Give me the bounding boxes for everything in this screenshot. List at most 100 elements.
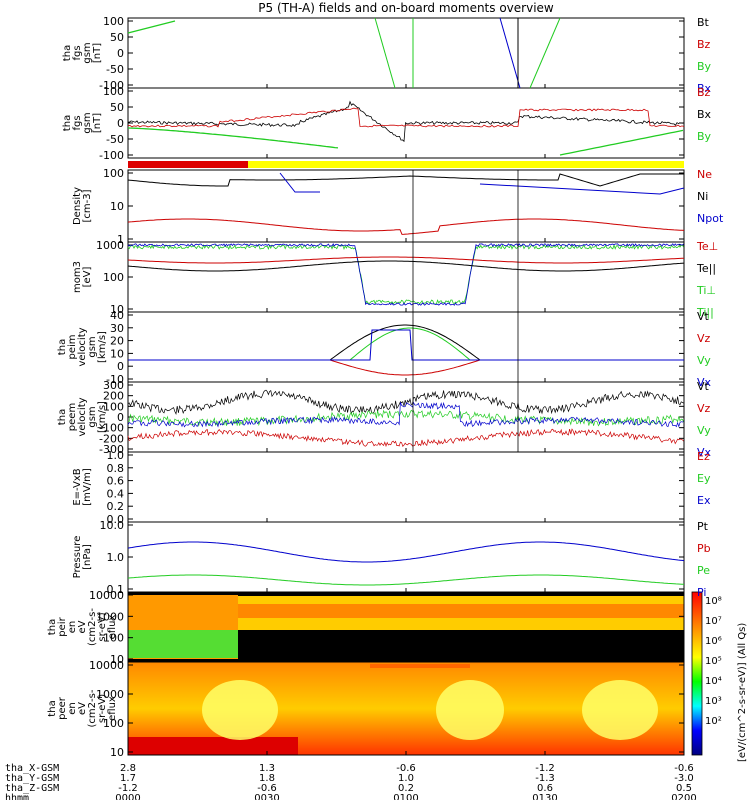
colorbar-tick: 10⁶: [705, 636, 722, 647]
colorbar-tick: 10⁴: [705, 676, 722, 687]
series-Bx: [127, 100, 684, 143]
legend-Vt: Vt: [697, 310, 710, 323]
y-tick-label: 10: [110, 746, 124, 759]
y-tick-label: 10: [110, 303, 124, 316]
series-Te-par: [127, 260, 685, 272]
y-axis-label: en: [67, 621, 78, 634]
xaxis-value: 1.0: [398, 773, 414, 784]
y-axis-label: (cm2-s-: [87, 689, 98, 727]
xaxis-value: 2.8: [120, 763, 136, 774]
peer-bright-region: [202, 680, 278, 740]
y-axis-label: mom3: [72, 261, 83, 293]
legend-Ti: Ti||: [696, 306, 714, 319]
series-By: [127, 20, 176, 34]
y-axis-label: gsm: [82, 112, 93, 133]
series-By: [559, 129, 684, 156]
legend-Pt: Pt: [697, 520, 709, 533]
legend-Te: Te||: [696, 262, 716, 275]
status-bar-red: [128, 161, 248, 168]
y-axis-label: tha: [62, 45, 73, 61]
series-Pi: [127, 541, 685, 563]
series-Ti-par: [127, 243, 684, 305]
y-axis-label: en: [67, 702, 78, 715]
xaxis-value: 0.2: [398, 783, 414, 794]
xaxis-value: 0030: [254, 793, 279, 800]
y-tick-label: 50: [110, 101, 124, 114]
series-By: [127, 127, 339, 149]
y-axis-label: gsm: [87, 406, 98, 427]
y-axis-label: [km/s]: [97, 401, 108, 433]
y-axis-label: gsm: [87, 336, 98, 357]
y-tick-label: 200: [103, 390, 124, 403]
y-axis-label: eflux: [107, 615, 118, 640]
y-axis-label: velocity: [77, 397, 88, 436]
legend-By: By: [697, 60, 712, 73]
series-By: [529, 17, 561, 89]
y-tick-label: 30: [110, 322, 124, 335]
plot-title: P5 (TH-A) fields and on-board moments ov…: [258, 1, 554, 15]
xaxis-value: 0000: [115, 793, 140, 800]
series-Vy: [128, 327, 684, 361]
series-Npot: [279, 172, 685, 195]
y-axis-label: tha: [47, 619, 58, 635]
y-axis-label: gsm: [82, 42, 93, 63]
colorbar-label: [eV/(cm^2-s-sr-eV)] (All Qs): [737, 623, 748, 762]
colorbar-tick: 10⁷: [705, 616, 722, 627]
legend-Vx: Vx: [697, 376, 712, 389]
y-tick-label: 0.8: [107, 462, 125, 475]
xaxis-value: -1.2: [535, 763, 555, 774]
y-axis-label: tha: [62, 115, 73, 131]
legend-Vt: Vt: [697, 380, 710, 393]
y-tick-label: -300: [99, 443, 124, 456]
panel-frame-peem: [127, 381, 685, 453]
xaxis-row-label: tha_X-GSM: [5, 763, 59, 774]
y-axis-label: velocity: [77, 327, 88, 366]
y-tick-label: 100: [103, 85, 124, 98]
legend-Bt: Bt: [697, 16, 710, 29]
y-tick-label: 0.6: [107, 475, 125, 488]
legend-Pi: Pi: [697, 586, 706, 599]
xaxis-value: -1.3: [535, 773, 555, 784]
y-axis-label: fgs: [72, 115, 83, 130]
xaxis-row-label: tha_Z-GSM: [5, 783, 59, 794]
panel-frame-fgs: [127, 17, 685, 89]
legend-Te: Te⊥: [696, 240, 718, 253]
y-tick-label: 300: [103, 379, 124, 392]
y-tick-label: 0.4: [107, 487, 125, 500]
y-tick-label: 20: [110, 335, 124, 348]
panel-frame-peim: [127, 311, 685, 383]
y-axis-label: [mV/m]: [82, 468, 93, 506]
y-tick-label: -100: [99, 149, 124, 162]
y-axis-label: E=-VxB: [72, 468, 83, 505]
xaxis-value: 1.8: [259, 773, 275, 784]
panel-frame-density: [127, 169, 685, 243]
y-tick-label: -10: [106, 373, 124, 386]
legend-Vz: Vz: [697, 332, 711, 345]
series-Vz: [128, 359, 684, 376]
y-tick-label: 100: [103, 632, 124, 645]
series-Vt: [127, 389, 684, 415]
y-tick-label: 100: [103, 717, 124, 730]
y-axis-label: sr-eV): [97, 694, 108, 723]
y-axis-label: [nT]: [92, 43, 103, 63]
status-bar-yellow: [128, 161, 684, 168]
legend-Ne: Ne: [697, 168, 712, 181]
xaxis-value: -3.0: [674, 773, 694, 784]
series-Vy: [127, 409, 684, 427]
colorbar-tick: 10³: [705, 696, 722, 707]
y-axis-label: fgs: [72, 45, 83, 60]
xaxis-value: 0100: [393, 793, 418, 800]
y-tick-label: 10: [110, 653, 124, 666]
xaxis-value: -0.6: [396, 763, 416, 774]
y-tick-label: 1.0: [107, 551, 125, 564]
y-axis-label: peir: [57, 616, 68, 636]
y-tick-label: 10000: [89, 659, 124, 672]
y-axis-label: [nPa]: [82, 544, 93, 570]
panel-frame-temp: [127, 241, 685, 313]
y-tick-label: 1000: [96, 239, 124, 252]
y-tick-label: -100: [99, 79, 124, 92]
xaxis-value: 0.5: [676, 783, 692, 794]
legend-Bz: Bz: [697, 86, 711, 99]
y-tick-label: 10000: [89, 589, 124, 602]
